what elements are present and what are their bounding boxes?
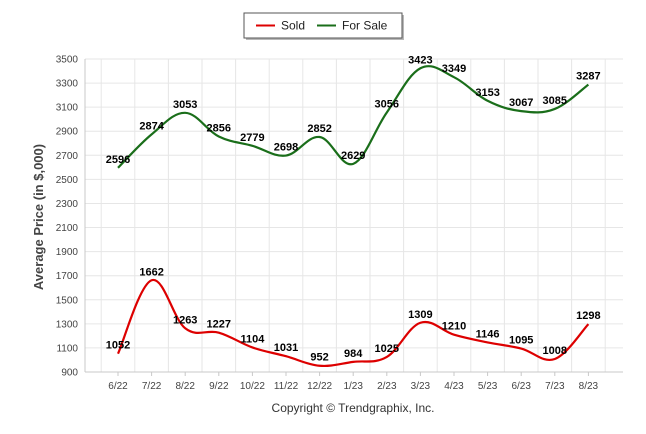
axes: 900 1100 1300 1500 1700 1900 2100 2300 2500 2700 2… <box>56 55 623 392</box>
data-labels: 1052 1662 1263 1227 1104 1031 952 984 1025 1309 12… <box>106 54 601 363</box>
data-label-for-sale: 2856 <box>207 123 231 135</box>
y-tick-label: 2700 <box>56 151 79 162</box>
legend: Sold For Sale <box>243 12 404 40</box>
y-tick-label: 1900 <box>56 247 79 258</box>
x-tick-label: 8/23 <box>579 381 599 392</box>
data-label-sold: 1052 <box>106 340 130 352</box>
y-tick-label: 1700 <box>56 271 79 282</box>
data-label-sold: 1095 <box>509 335 533 347</box>
x-tick-label: 5/23 <box>478 381 498 392</box>
y-tick-label: 1500 <box>56 295 79 306</box>
data-label-for-sale: 3287 <box>576 71 600 83</box>
x-tick-label: 6/22 <box>108 381 128 392</box>
y-tick-label: 3300 <box>56 79 79 90</box>
data-label-sold: 1025 <box>375 343 399 355</box>
y-tick-label: 2100 <box>56 223 79 234</box>
data-label-sold: 1298 <box>576 310 600 322</box>
legend-label-sold: Sold <box>281 19 305 33</box>
series-line-sold <box>116 279 590 368</box>
x-tick-label: 6/23 <box>511 381 531 392</box>
x-tick-label: 12/22 <box>307 381 332 392</box>
x-tick-label: 7/23 <box>545 381 565 392</box>
data-label-for-sale: 2852 <box>307 123 331 135</box>
data-label-sold: 1031 <box>274 342 298 354</box>
data-label-for-sale: 2596 <box>106 154 130 166</box>
data-label-sold: 1146 <box>476 328 500 340</box>
data-label-sold: 984 <box>344 348 363 360</box>
data-label-for-sale: 2779 <box>240 132 264 144</box>
y-tick-label: 3500 <box>56 55 79 66</box>
series-line-for-sale <box>117 65 590 169</box>
data-label-for-sale: 3349 <box>442 63 466 75</box>
data-label-sold: 1662 <box>139 266 163 278</box>
x-tick-label: 9/22 <box>209 381 229 392</box>
y-tick-label: 2900 <box>56 127 79 138</box>
data-label-for-sale: 3053 <box>173 99 197 111</box>
data-label-for-sale: 3423 <box>408 54 432 66</box>
data-label-sold: 1210 <box>442 321 466 333</box>
data-label-sold: 1104 <box>240 333 265 345</box>
series-lines <box>116 65 590 368</box>
legend-label-for-sale: For Sale <box>342 19 388 33</box>
data-label-for-sale: 3067 <box>509 97 533 109</box>
data-label-sold: 1309 <box>408 309 432 321</box>
x-tick-label: 4/23 <box>444 381 464 392</box>
y-tick-label: 2300 <box>56 199 79 210</box>
x-tick-label: 10/22 <box>240 381 265 392</box>
x-tick-label: 7/22 <box>142 381 162 392</box>
grid <box>85 58 623 373</box>
data-label-sold: 1008 <box>543 345 567 357</box>
copyright-text: Copyright © Trendgraphix, Inc. <box>271 401 435 415</box>
data-label-sold: 1263 <box>173 314 197 326</box>
y-tick-label: 3100 <box>56 103 79 114</box>
data-label-for-sale: 2874 <box>139 120 164 132</box>
x-tick-label: 8/22 <box>175 381 195 392</box>
data-label-sold: 1227 <box>207 319 231 331</box>
x-tick-label: 1/23 <box>343 381 363 392</box>
data-label-sold: 952 <box>310 352 328 364</box>
data-label-for-sale: 3056 <box>375 98 399 110</box>
y-axis-title: Average Price (in $,000) <box>31 144 46 290</box>
y-tick-label: 900 <box>61 368 78 379</box>
y-tick-label: 1300 <box>56 319 79 330</box>
data-label-for-sale: 3085 <box>543 95 567 107</box>
data-label-for-sale: 2698 <box>274 142 298 154</box>
y-tick-label: 1100 <box>56 343 78 354</box>
y-tick-label: 2500 <box>56 175 79 186</box>
data-label-for-sale: 3153 <box>475 87 499 99</box>
x-tick-label: 11/22 <box>274 381 299 392</box>
x-tick-label: 3/23 <box>411 381 431 392</box>
data-label-for-sale: 2629 <box>341 150 365 162</box>
x-tick-label: 2/23 <box>377 381 397 392</box>
